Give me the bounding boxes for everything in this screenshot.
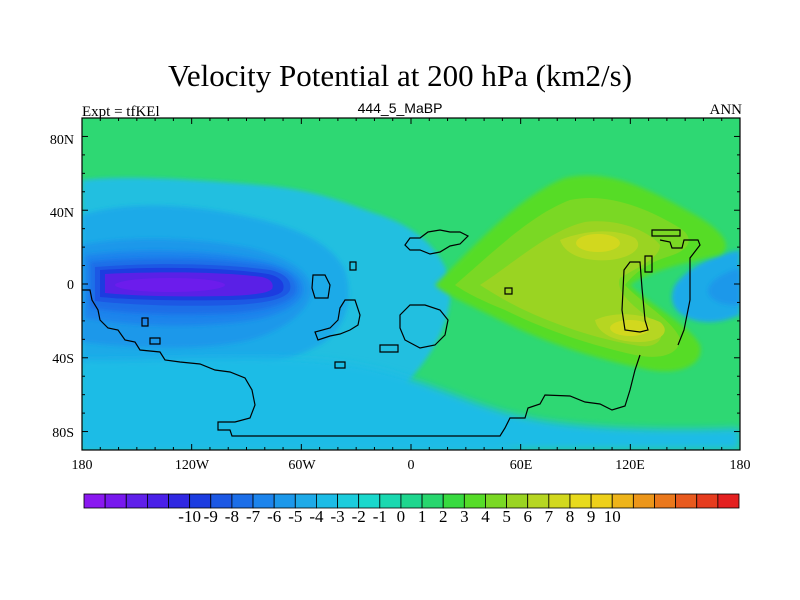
colorbar-label: -6 [267, 507, 282, 526]
colorbar-swatch [210, 493, 233, 509]
colorbar-swatch [400, 493, 423, 509]
y-tick-0: 0 [67, 278, 74, 293]
y-tick-80s: 80S [52, 426, 74, 441]
colorbar-label: 2 [438, 507, 448, 526]
coastline-central-b [399, 304, 449, 349]
colorbar-swatch [527, 493, 550, 509]
colorbar-label: -1 [372, 507, 387, 526]
colorbar-swatch [83, 493, 106, 509]
colorbar-swatch [569, 493, 592, 509]
colorbar-swatch [506, 493, 529, 509]
colorbar-swatch [717, 493, 740, 509]
colorbar-swatch [485, 493, 507, 509]
colorbar-label: 8 [565, 507, 575, 526]
colorbar-swatch [548, 493, 571, 509]
colorbar-swatch [463, 493, 486, 509]
coastline-small-4 [149, 337, 161, 345]
x-tick-180e: 180 [729, 458, 751, 473]
colorbar-label: -7 [245, 507, 261, 526]
colorbar-swatch [379, 493, 402, 509]
contour-min-core [115, 278, 225, 292]
experiment-label: Expt = tfKEl [82, 104, 160, 120]
colorbar-swatch [632, 493, 655, 509]
colorbar-swatch [675, 493, 698, 509]
coastline-small-3 [141, 317, 149, 327]
colorbar-swatch [611, 493, 634, 509]
colorbar-label: 7 [544, 507, 554, 526]
x-tick-60w: 60W [288, 458, 316, 473]
colorbar-label: -3 [330, 507, 345, 526]
contour-east-blue [708, 268, 740, 306]
colorbar-swatch [294, 493, 317, 509]
colorbar-swatch [696, 493, 719, 509]
coastline-small-1 [349, 261, 357, 271]
contour-max-north [576, 234, 620, 252]
coastline-central-a [311, 274, 331, 299]
colorbar-label: -2 [351, 507, 366, 526]
x-tick-180w: 180 [71, 458, 93, 473]
x-tick-60e: 60E [509, 458, 533, 473]
colorbar-label: 1 [417, 507, 427, 526]
y-tick-40s: 40S [52, 352, 74, 367]
coastline-island-b [644, 255, 653, 273]
map-title: Velocity Potential at 200 hPa (km2/s) [167, 58, 633, 93]
coastline-island-a [651, 229, 681, 237]
colorbar-label: 5 [502, 507, 511, 526]
colorbar-swatch [189, 493, 212, 509]
colorbar-label: -4 [309, 507, 324, 526]
coastline-east-coast [659, 239, 701, 346]
x-tick-120w: 120W [174, 458, 210, 473]
colorbar-label: 9 [586, 507, 596, 526]
season-label: ANN [709, 102, 743, 118]
colorbar-swatch [104, 493, 127, 509]
x-tick-120e: 120E [615, 458, 645, 473]
colorbar-label: 10 [603, 507, 621, 526]
colorbar-swatch [252, 493, 275, 509]
colorbar-swatch [231, 493, 254, 509]
colorbar-swatch [654, 493, 677, 509]
coastlines [82, 229, 701, 437]
colorbar-swatch [168, 493, 191, 509]
colorbar-swatch [421, 493, 444, 509]
coastline-central-c [314, 299, 361, 341]
colorbar-label: 4 [481, 507, 490, 526]
colorbar-label: -9 [203, 507, 218, 526]
colorbar-swatch [273, 493, 296, 509]
colorbar-swatch [337, 493, 360, 509]
colorbar-swatch [316, 493, 338, 509]
colorbar-swatch [442, 493, 465, 509]
y-tick-80n: 80N [49, 133, 74, 148]
y-tick-40n: 40N [49, 206, 74, 221]
coastline-small-5 [334, 361, 346, 369]
colorbar-label: -5 [288, 507, 303, 526]
coastline-north-landmass [404, 229, 470, 255]
x-tick-0: 0 [407, 458, 415, 473]
colorbar-swatch [590, 493, 613, 509]
colorbar-label: 3 [460, 507, 469, 526]
colorbar-label: -8 [224, 507, 239, 526]
coastline-east-continent [621, 261, 649, 333]
coastline-west [82, 289, 641, 437]
colorbar-swatch [125, 493, 148, 509]
colorbar-label: 0 [396, 507, 406, 526]
colorbar-label: 6 [523, 507, 532, 526]
case-label: 444_5_MaBP [357, 100, 443, 116]
coastline-small-6 [379, 344, 399, 353]
colorbar-swatch [358, 493, 381, 509]
tick-marks [81, 117, 741, 451]
coastline-small-2 [504, 287, 513, 295]
colorbar-swatch [146, 493, 169, 509]
colorbar-label: -10 [178, 507, 201, 526]
